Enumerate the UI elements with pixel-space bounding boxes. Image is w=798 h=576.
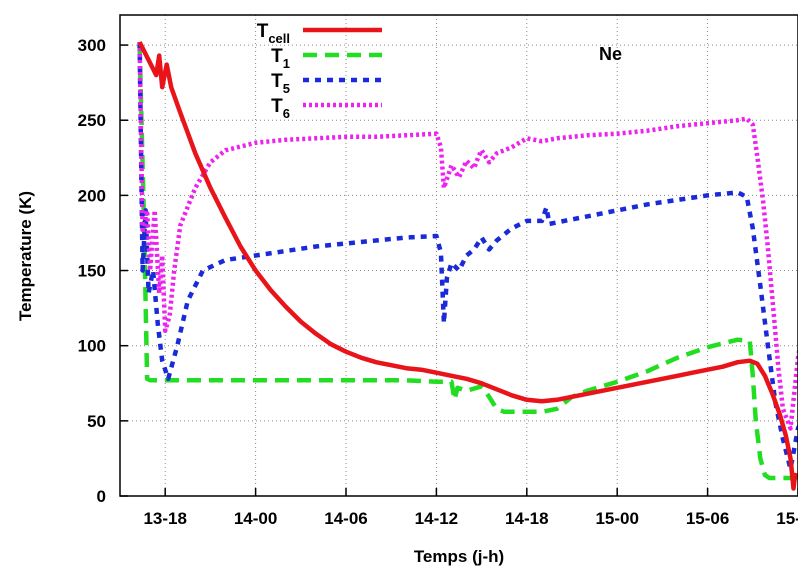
series-line-cell [137,41,798,491]
legend-label-5: T5 [271,71,290,96]
x-axis-label: Temps (j-h) [414,547,504,566]
x-tick-labels: 13-18 14-00 14-06 14-12 14-18 15-00 15-06 15-12 [143,509,798,528]
x-tick-label: 14-12 [415,509,458,528]
series-line-6 [137,42,798,431]
y-tick-label: 300 [78,36,106,55]
y-tick-label: 150 [78,262,106,281]
x-tick-label: 14-18 [505,509,548,528]
y-tick-label: 0 [97,487,106,506]
y-tick-labels: 0 50 100 150 200 250 300 [78,36,106,506]
x-tick-label: 15-12 [776,509,798,528]
series-layer [137,41,798,491]
plot-frame [119,14,798,497]
series-line-1 [137,45,798,481]
grid-lines [120,15,798,496]
legend-label-1: T1 [271,46,290,71]
annotation-ne: Ne [599,44,622,64]
y-tick-label: 50 [87,412,106,431]
y-tick-label: 250 [78,111,106,130]
y-tick-label: 200 [78,186,106,205]
x-tick-label: 13-18 [143,509,186,528]
x-tick-label: 14-00 [234,509,277,528]
x-tick-label: 15-00 [595,509,638,528]
series-line-5 [137,42,798,472]
legend-label-6: T6 [271,96,290,121]
x-tick-label: 14-06 [324,509,367,528]
ticks [120,44,798,497]
y-tick-label: 100 [78,337,106,356]
legend-label-cell: Tcell [257,21,290,46]
x-tick-label: 15-06 [686,509,729,528]
y-axis-label: Temperature (K) [16,191,35,321]
